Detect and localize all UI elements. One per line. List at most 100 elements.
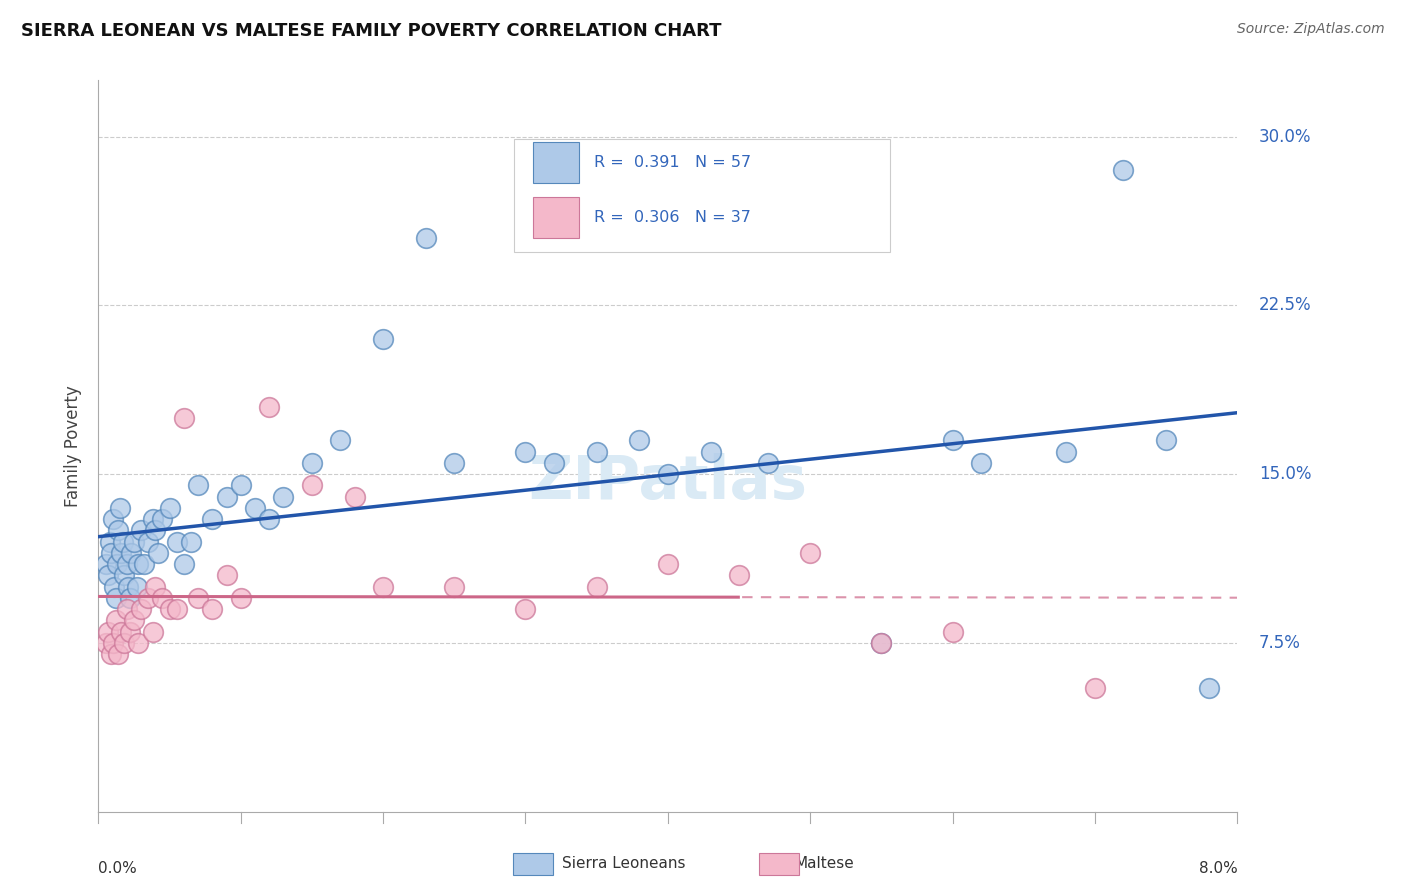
Point (166, 602, 188, 616)
Point (110, 546, 132, 560)
Point (343, 490, 366, 504)
Point (942, 624, 965, 639)
Point (132, 557, 155, 571)
Point (243, 500, 266, 515)
Point (1154, 434, 1177, 448)
Point (105, 557, 128, 571)
Point (301, 478, 323, 492)
Text: Sierra Leoneans: Sierra Leoneans (562, 856, 686, 871)
Point (94, 636, 117, 650)
Point (443, 580, 465, 594)
Point (970, 456, 993, 470)
Point (371, 580, 394, 594)
Point (301, 456, 323, 470)
Point (628, 434, 651, 448)
Point (173, 557, 195, 571)
Point (657, 557, 679, 571)
Point (1112, 163, 1135, 178)
Point (1198, 681, 1220, 695)
Point (115, 557, 138, 571)
Point (371, 332, 394, 346)
Point (148, 546, 170, 560)
Point (118, 591, 141, 605)
Bar (533, 143, 579, 183)
Point (515, 602, 537, 616)
Point (141, 512, 163, 526)
Point (145, 580, 167, 594)
Point (201, 512, 224, 526)
Point (112, 568, 135, 582)
Point (97, 568, 120, 582)
Point (127, 636, 149, 650)
Point (118, 624, 141, 639)
Point (122, 614, 145, 628)
Point (101, 636, 124, 650)
Point (259, 400, 281, 414)
Point (136, 534, 159, 549)
Point (129, 602, 152, 616)
Point (259, 512, 281, 526)
Point (136, 591, 159, 605)
Point (101, 512, 124, 526)
Point (187, 478, 209, 492)
Text: 0.0%: 0.0% (98, 862, 138, 876)
Text: SIERRA LEONEAN VS MALTESE FAMILY POVERTY CORRELATION CHART: SIERRA LEONEAN VS MALTESE FAMILY POVERTY… (21, 22, 721, 40)
Point (585, 444, 607, 458)
Point (166, 534, 188, 549)
Point (187, 591, 209, 605)
Point (112, 636, 135, 650)
Text: 8.0%: 8.0% (1198, 862, 1237, 876)
Point (108, 500, 131, 515)
Point (657, 467, 679, 482)
Point (173, 410, 195, 425)
Point (515, 444, 537, 458)
Text: ZIPatlas: ZIPatlas (529, 453, 807, 512)
Point (215, 490, 238, 504)
Point (728, 568, 751, 582)
Point (415, 231, 437, 245)
Text: 22.5%: 22.5% (1258, 296, 1312, 314)
Point (110, 624, 132, 639)
Point (1054, 444, 1078, 458)
Point (115, 602, 138, 616)
Point (159, 500, 181, 515)
Point (107, 524, 129, 538)
Point (543, 456, 565, 470)
Text: 30.0%: 30.0% (1258, 128, 1312, 145)
Point (107, 647, 129, 661)
Point (120, 546, 142, 560)
FancyBboxPatch shape (515, 139, 890, 252)
Point (145, 524, 167, 538)
Point (97, 624, 120, 639)
Point (100, 546, 122, 560)
Point (1084, 681, 1107, 695)
Point (152, 512, 174, 526)
Y-axis label: Family Poverty: Family Poverty (65, 385, 83, 507)
Point (756, 456, 779, 470)
Point (229, 478, 252, 492)
Point (152, 591, 174, 605)
Bar (533, 197, 579, 237)
Point (870, 636, 893, 650)
Point (127, 557, 149, 571)
Text: R =  0.306   N = 37: R = 0.306 N = 37 (593, 210, 751, 225)
Point (942, 434, 965, 448)
Point (122, 534, 145, 549)
Point (117, 580, 139, 594)
Point (129, 524, 152, 538)
Text: Maltese: Maltese (794, 856, 853, 871)
Point (229, 591, 252, 605)
Point (111, 534, 134, 549)
Point (103, 580, 125, 594)
Point (100, 647, 122, 661)
Point (141, 624, 163, 639)
Point (273, 490, 295, 504)
Point (443, 456, 465, 470)
Point (180, 534, 202, 549)
Point (329, 434, 352, 448)
Point (699, 444, 721, 458)
Point (215, 568, 238, 582)
Point (125, 580, 148, 594)
Point (159, 602, 181, 616)
Point (94, 557, 117, 571)
